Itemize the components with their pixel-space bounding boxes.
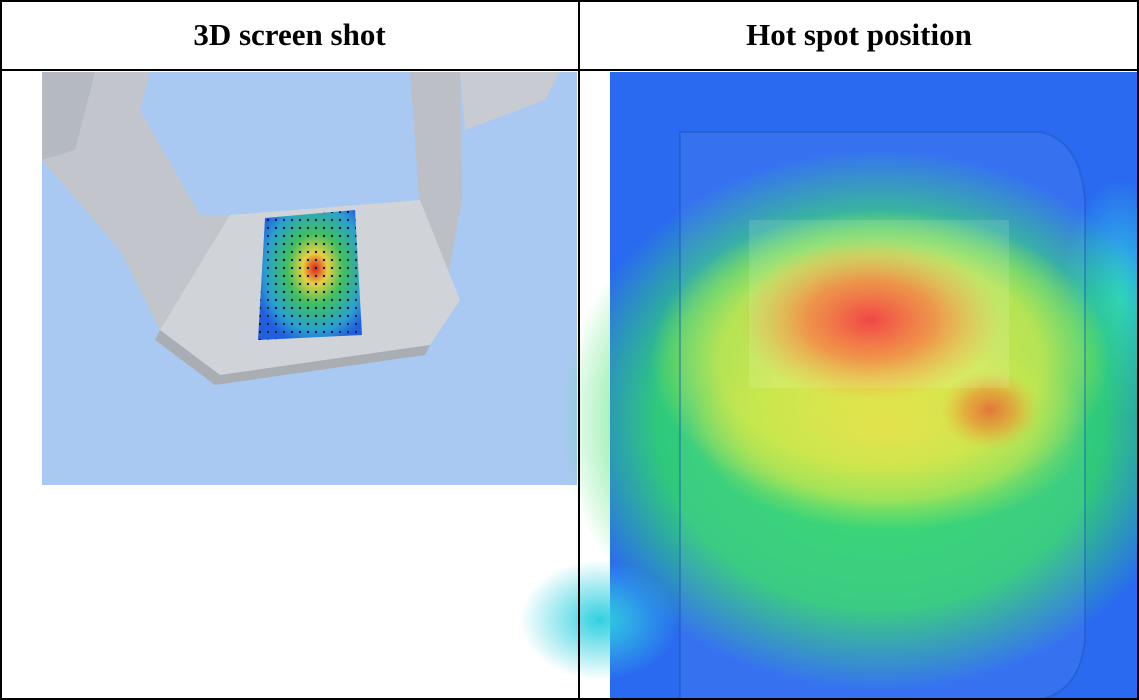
heatmap [520, 72, 1139, 700]
screenshot-3d [42, 72, 577, 485]
column-header: 3D screen shot [193, 17, 386, 52]
column-header: Hot spot position [746, 17, 972, 52]
